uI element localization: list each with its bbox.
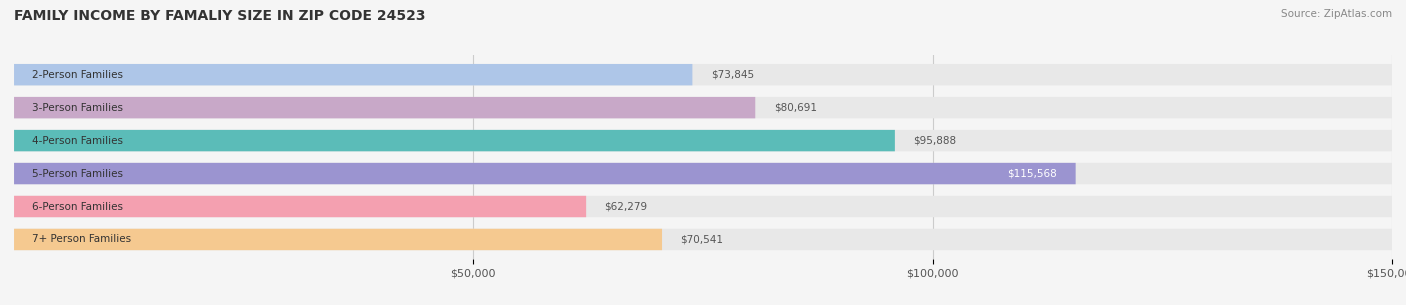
FancyBboxPatch shape — [14, 196, 586, 217]
Text: $73,845: $73,845 — [711, 70, 754, 80]
Text: 4-Person Families: 4-Person Families — [32, 136, 124, 145]
FancyBboxPatch shape — [14, 163, 1392, 184]
Text: $80,691: $80,691 — [773, 103, 817, 113]
FancyBboxPatch shape — [14, 130, 894, 151]
Text: 6-Person Families: 6-Person Families — [32, 202, 124, 211]
FancyBboxPatch shape — [14, 97, 755, 118]
FancyBboxPatch shape — [14, 229, 662, 250]
Text: FAMILY INCOME BY FAMALIY SIZE IN ZIP CODE 24523: FAMILY INCOME BY FAMALIY SIZE IN ZIP COD… — [14, 9, 426, 23]
Text: $95,888: $95,888 — [914, 136, 956, 145]
FancyBboxPatch shape — [14, 130, 1392, 151]
FancyBboxPatch shape — [14, 163, 1076, 184]
Text: 3-Person Families: 3-Person Families — [32, 103, 124, 113]
Text: $115,568: $115,568 — [1008, 169, 1057, 178]
FancyBboxPatch shape — [14, 196, 1392, 217]
FancyBboxPatch shape — [14, 64, 692, 85]
Text: 2-Person Families: 2-Person Families — [32, 70, 124, 80]
FancyBboxPatch shape — [14, 97, 1392, 118]
Text: $70,541: $70,541 — [681, 235, 724, 245]
Text: 7+ Person Families: 7+ Person Families — [32, 235, 132, 245]
Text: $62,279: $62,279 — [605, 202, 648, 211]
FancyBboxPatch shape — [14, 64, 1392, 85]
FancyBboxPatch shape — [14, 229, 1392, 250]
Text: Source: ZipAtlas.com: Source: ZipAtlas.com — [1281, 9, 1392, 19]
Text: 5-Person Families: 5-Person Families — [32, 169, 124, 178]
